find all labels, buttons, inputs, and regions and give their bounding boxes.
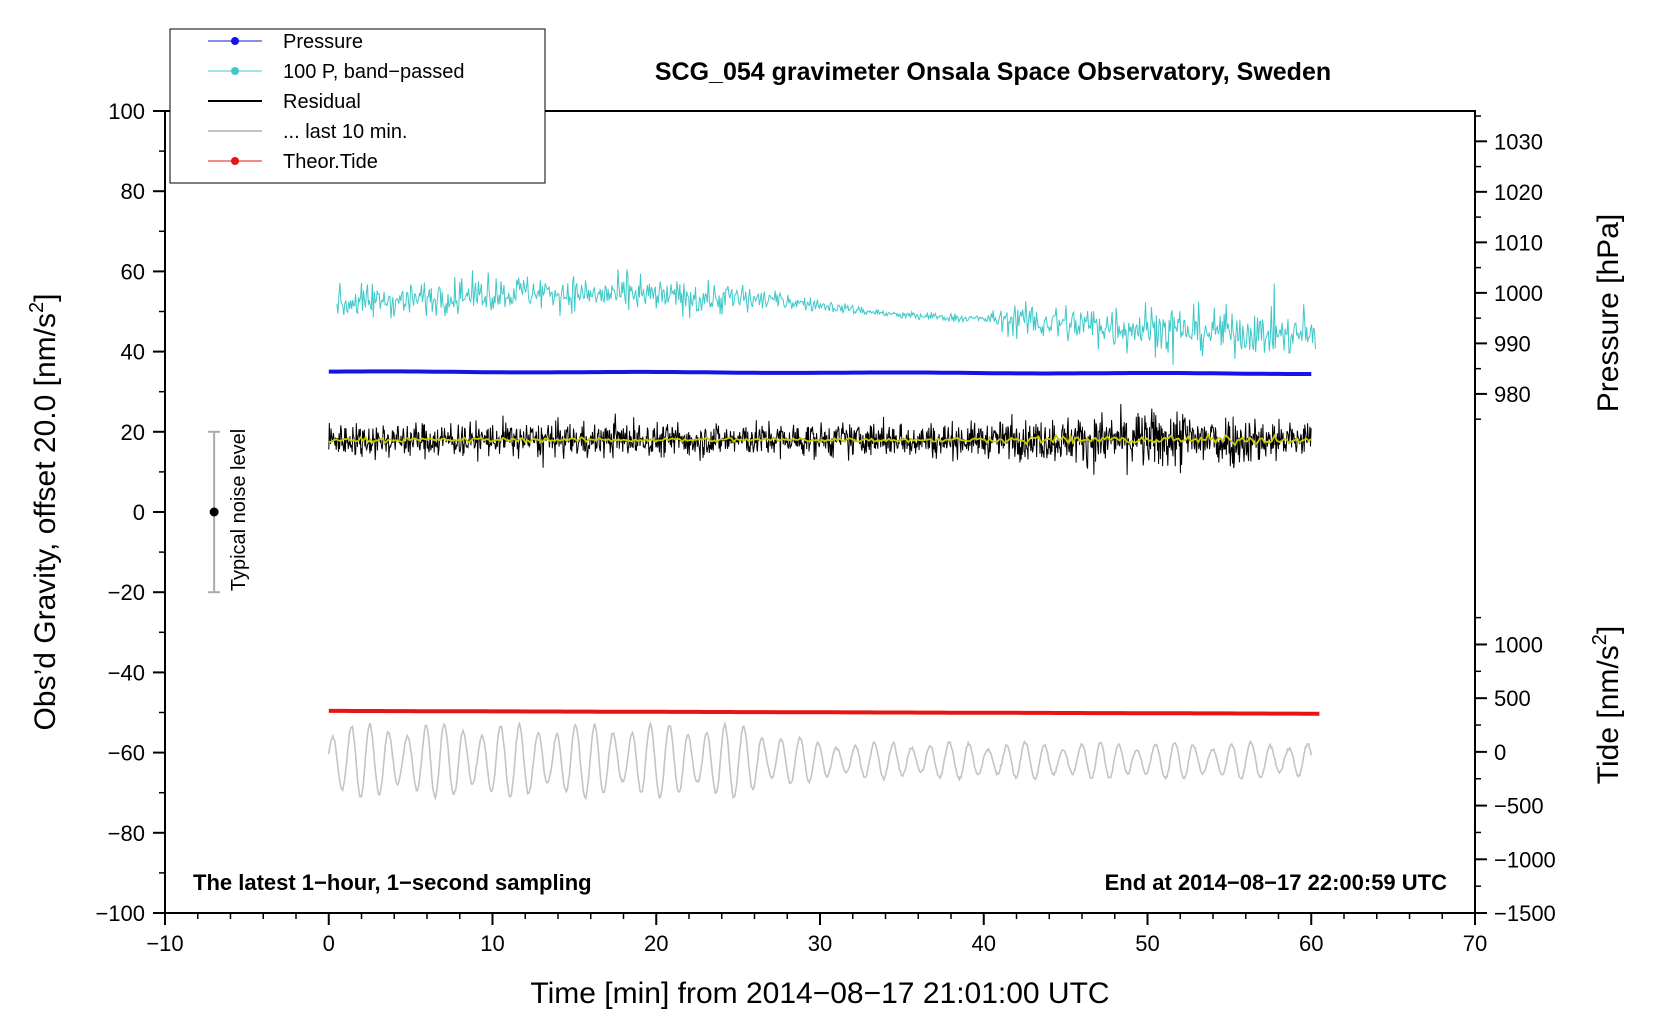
tide-tick-label: −500 (1494, 794, 1544, 819)
tide-axis-title-main: Tide [nm/s (1592, 645, 1625, 784)
legend-label: Pressure (283, 31, 363, 53)
y-axis: −100 −80 −60 −40 −20 0 20 40 60 80 100 (95, 99, 165, 926)
y-tick-label: −60 (108, 741, 145, 766)
x-tick-label: 50 (1135, 931, 1159, 956)
legend-label: Theor.Tide (283, 151, 378, 173)
pressure-axis-title: Pressure [hPa] (1592, 214, 1625, 412)
y-tick-label: 80 (121, 179, 145, 204)
series-residual-smoothed (328, 432, 1312, 447)
x-tick-label: 10 (480, 931, 504, 956)
legend: Pressure 100 P, band−passed Residual ... la… (169, 28, 546, 184)
series-theoretical-tide (328, 708, 1320, 716)
y-tick-label: 60 (121, 259, 145, 284)
tide-tick-label: 500 (1494, 686, 1531, 711)
series-band-passed-pressure (336, 269, 1316, 365)
x-axis-title: Time [min] from 2014−08−17 21:01:00 UTC (530, 977, 1109, 1010)
legend-items: Pressure 100 P, band−passed Residual ... la… (208, 31, 464, 173)
y-axis-title: Obs’d Gravity, offset 20.0 [nm/s2] (26, 294, 62, 731)
chart-title: SCG_054 gravimeter Onsala Space Observat… (655, 58, 1331, 86)
end-time-note: End at 2014−08−17 22:00:59 UTC (1105, 870, 1448, 895)
x-tick-label: 0 (323, 931, 335, 956)
pressure-tick-label: 980 (1494, 382, 1531, 407)
y-tick-label: −20 (108, 580, 145, 605)
y-axis-title-end: ] (29, 294, 62, 302)
x-axis: −10 0 10 20 30 40 50 60 70 (146, 913, 1487, 956)
y-tick-label: 40 (121, 340, 145, 365)
tide-axis-title-sup: 2 (1589, 634, 1611, 645)
tide-axis: −1500 −1000 −500 0 500 1000 (1475, 616, 1556, 926)
sampling-note: The latest 1−hour, 1−second sampling (193, 870, 592, 895)
legend-box (169, 28, 546, 184)
y-tick-label: 0 (133, 500, 145, 525)
noise-bar-center-dot (209, 507, 219, 517)
series-pressure (328, 369, 1312, 376)
pressure-tick-label: 1010 (1494, 230, 1543, 255)
y-tick-label: 100 (108, 99, 145, 124)
pressure-axis: 980 990 1000 1010 1020 1030 (1475, 115, 1543, 420)
x-tick-label: −10 (146, 931, 183, 956)
noise-level-label: Typical noise level (228, 429, 250, 591)
tide-axis-title-end: ] (1592, 626, 1625, 634)
legend-label: Residual (283, 91, 361, 113)
pressure-tick-label: 1030 (1494, 129, 1543, 154)
tide-tick-label: −1000 (1494, 847, 1556, 872)
legend-label: ... last 10 min. (283, 121, 408, 143)
pressure-tick-label: 1020 (1494, 180, 1543, 205)
y-tick-label: −100 (95, 901, 145, 926)
tide-axis-title: Tide [nm/s2] (1589, 626, 1625, 784)
legend-swatch-dot (231, 37, 239, 45)
y-tick-label: 20 (121, 420, 145, 445)
x-tick-label: 30 (808, 931, 832, 956)
tide-tick-label: 1000 (1494, 632, 1543, 657)
y-axis-title-main: Obs’d Gravity, offset 20.0 [nm/s (29, 313, 62, 730)
x-tick-label: 60 (1299, 931, 1323, 956)
series-last-10-min (328, 720, 1312, 801)
legend-swatch-dot (231, 67, 239, 75)
x-tick-label: 40 (972, 931, 996, 956)
tide-tick-label: −1500 (1494, 901, 1556, 926)
legend-label: 100 P, band−passed (283, 61, 464, 83)
pressure-tick-label: 1000 (1494, 281, 1543, 306)
x-tick-label: 20 (644, 931, 668, 956)
y-tick-label: −80 (108, 821, 145, 846)
typical-noise-bar (208, 430, 221, 594)
legend-swatch-dot (231, 157, 239, 165)
tide-tick-label: 0 (1494, 740, 1506, 765)
y-axis-title-sup: 2 (26, 302, 48, 313)
y-tick-label: −40 (108, 660, 145, 685)
pressure-tick-label: 990 (1494, 331, 1531, 356)
series-layer (328, 269, 1320, 801)
x-tick-label: 70 (1463, 931, 1487, 956)
